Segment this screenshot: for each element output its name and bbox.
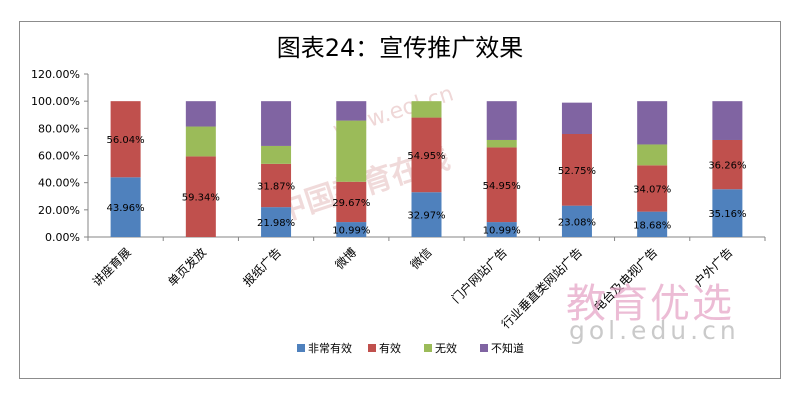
- bar-segment: [336, 101, 367, 121]
- bar-segment: [561, 133, 592, 206]
- bar-segment: [110, 177, 141, 237]
- bar-segment: [336, 222, 367, 237]
- y-tick-label: 40.00%: [38, 177, 80, 190]
- legend-swatch: [297, 344, 305, 352]
- data-label: 52.75%: [558, 166, 596, 177]
- bar-segment: [336, 181, 367, 223]
- bar-segment: [637, 101, 668, 145]
- bar-segment: [637, 165, 668, 212]
- bar-segment: [261, 101, 292, 146]
- bar-segment: [712, 139, 743, 190]
- data-label: 10.99%: [483, 226, 521, 237]
- legend-entry: 有效: [379, 341, 401, 355]
- bar-segment: [110, 101, 141, 178]
- data-label: 31.87%: [257, 181, 295, 192]
- bar-segment: [336, 120, 367, 182]
- x-category-label: 讲座育展: [89, 245, 134, 290]
- legend-entry: 非常有效: [308, 341, 352, 355]
- legend-entry: 无效: [435, 341, 457, 355]
- bar-segment: [561, 205, 592, 237]
- data-label: 23.08%: [558, 217, 596, 228]
- y-tick-label: 60.00%: [38, 150, 80, 163]
- bar-segment: [637, 211, 668, 237]
- data-label: 18.68%: [633, 220, 671, 231]
- data-label: 34.07%: [633, 184, 671, 195]
- y-tick-label: 20.00%: [38, 204, 80, 217]
- bar-segment: [486, 139, 517, 148]
- bar-segment: [411, 192, 442, 237]
- data-label: 43.96%: [107, 203, 145, 214]
- data-label: 54.95%: [407, 151, 445, 162]
- x-category-label: 报纸广告: [240, 245, 285, 290]
- data-label: 59.34%: [182, 193, 220, 204]
- bar-segment: [261, 163, 292, 208]
- data-label: 54.95%: [483, 181, 521, 192]
- y-tick-label: 120.00%: [31, 68, 80, 81]
- legend-swatch: [480, 344, 488, 352]
- x-category-label: 微博: [332, 245, 360, 273]
- bar-segment: [637, 144, 668, 166]
- bar-segment: [486, 147, 517, 223]
- watermark-brand: 教育优选: [566, 281, 734, 327]
- data-label: 36.26%: [708, 161, 746, 172]
- legend-swatch: [368, 344, 376, 352]
- bar-segment: [261, 207, 292, 237]
- bar-segment: [486, 222, 517, 237]
- bar-segment: [261, 145, 292, 164]
- x-category-label: 门户网站广告: [448, 245, 510, 307]
- y-tick-label: 80.00%: [38, 122, 80, 135]
- bar-segment: [185, 126, 216, 157]
- data-label: 10.99%: [332, 226, 370, 237]
- bar-segment: [561, 102, 592, 134]
- bar-segment: [712, 101, 743, 140]
- y-tick-label: 0.00%: [45, 231, 80, 244]
- x-category-label: 单页发放: [164, 245, 209, 290]
- data-label: 21.98%: [257, 218, 295, 229]
- data-label: 32.97%: [407, 211, 445, 222]
- watermark-brand-url: gol.edu.cn: [569, 316, 740, 345]
- legend-swatch: [424, 344, 432, 352]
- y-tick-label: 100.00%: [31, 95, 80, 108]
- legend-entry: 不知道: [491, 341, 524, 355]
- bar-segment: [411, 101, 442, 118]
- bar-segment: [411, 117, 442, 193]
- data-label: 29.67%: [332, 198, 370, 209]
- x-category-label: 微信: [408, 245, 435, 272]
- data-label: 56.04%: [107, 135, 145, 146]
- chart-title: 图表24：宣传推广效果: [276, 34, 524, 62]
- data-label: 35.16%: [708, 209, 746, 220]
- bar-segment: [185, 101, 216, 127]
- bar-segment: [486, 101, 517, 140]
- bar-segment: [185, 156, 216, 237]
- bar-segment: [712, 189, 743, 237]
